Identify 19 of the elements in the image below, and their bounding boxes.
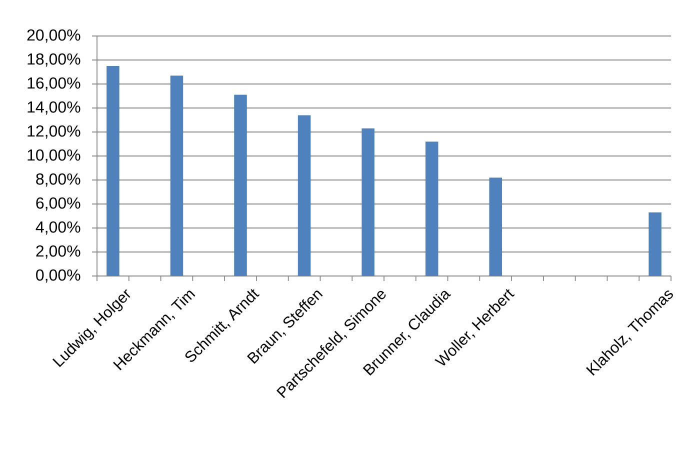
bar <box>648 212 662 276</box>
bar <box>170 76 184 276</box>
bar <box>298 115 311 276</box>
bar <box>362 128 374 276</box>
y-tick-label: 0,00% <box>36 269 80 283</box>
y-tick-label: 4,00% <box>36 221 80 235</box>
bar <box>234 94 247 276</box>
y-tick-label: 14,00% <box>28 101 80 115</box>
y-tick-label: 18,00% <box>28 53 80 67</box>
y-tick-label: 6,00% <box>36 197 80 211</box>
bar <box>425 142 438 276</box>
y-tick-label: 16,00% <box>28 77 80 91</box>
y-tick-label: 10,00% <box>28 149 80 163</box>
y-tick-label: 2,00% <box>36 245 80 259</box>
bar <box>489 178 502 276</box>
y-tick-label: 20,00% <box>27 29 80 43</box>
y-tick-label: 12,00% <box>28 125 80 139</box>
y-tick-label: 8,00% <box>36 173 80 187</box>
bar <box>106 66 120 276</box>
